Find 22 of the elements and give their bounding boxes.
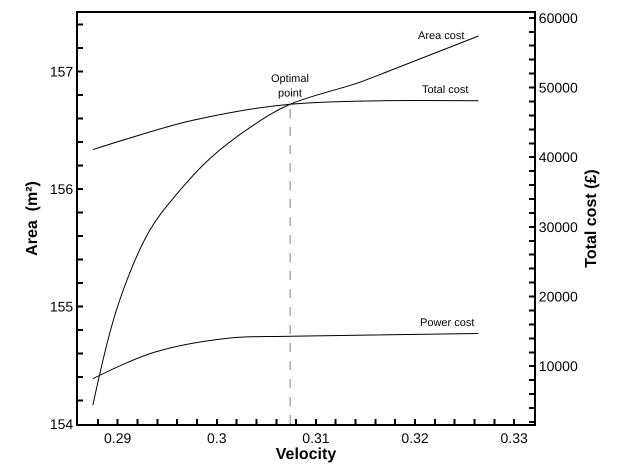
x-tick-label: 0.3: [207, 430, 227, 446]
annotation: Total cost: [422, 84, 468, 96]
annotation: Power cost: [420, 317, 474, 329]
y2-axis-title: Total cost (£): [583, 169, 600, 268]
y2-tick-label: 10000: [538, 358, 578, 374]
annotation: Area cost: [418, 30, 464, 42]
x-tick-label: 0.32: [401, 430, 429, 446]
y-tick-label: 156: [50, 181, 74, 198]
y-axis-title: Area (m²): [24, 181, 42, 256]
y2-tick-label: 60000: [538, 10, 578, 26]
y2-tick-label: 40000: [538, 149, 578, 166]
y-tick-label: 154: [50, 416, 74, 432]
y-tick-label: 157: [50, 64, 74, 80]
y-tick-label: 155: [50, 298, 74, 314]
x-axis-title: Velocity: [276, 446, 336, 463]
annotation: Optimal point: [271, 73, 309, 100]
x-tick-label: 0.33: [500, 430, 528, 446]
x-tick-label: 0.29: [104, 430, 132, 446]
x-tick-label: 0.31: [302, 430, 330, 446]
y2-tick-label: 20000: [538, 288, 578, 304]
y2-tick-label: 30000: [538, 218, 578, 235]
y2-tick-label: 50000: [538, 79, 578, 96]
